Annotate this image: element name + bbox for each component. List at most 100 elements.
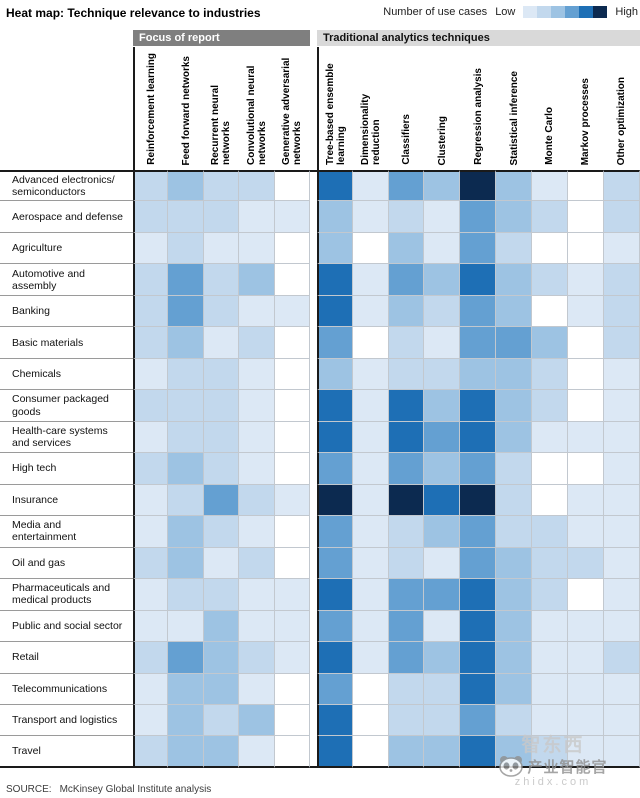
heatmap-cell <box>203 358 240 391</box>
heatmap-cell <box>603 547 640 580</box>
heatmap-cell <box>274 390 310 422</box>
heatmap-cell <box>316 327 353 359</box>
heatmap-cell <box>603 327 640 359</box>
heatmap-cell <box>603 295 640 328</box>
heatmap-cell <box>460 673 497 705</box>
heatmap-cell <box>603 704 640 737</box>
heatmap-cell <box>388 642 425 674</box>
page-title: Heat map: Technique relevance to industr… <box>6 6 261 20</box>
heatmap-cell <box>567 547 604 580</box>
column-header: Convolutional neural networks <box>239 47 274 170</box>
column-header-label: Tree-based ensemble learning <box>324 63 347 165</box>
heatmap-cell <box>460 264 497 296</box>
legend-swatch-level-1 <box>523 6 538 18</box>
heatmap-cell <box>352 295 389 328</box>
column-header-label: Generative adversarial networks <box>281 57 304 165</box>
group-gap-cell <box>309 704 317 737</box>
heatmap-cell <box>239 264 275 296</box>
heatmap-cell <box>316 642 353 674</box>
heatmap-cell <box>203 421 240 454</box>
heatmap-cell <box>424 547 461 580</box>
heatmap-cell <box>567 201 604 233</box>
heatmap-cell <box>496 264 533 296</box>
heatmap-cell <box>203 232 240 265</box>
heatmap-cell <box>203 264 240 296</box>
heatmap-cell <box>168 516 204 548</box>
heatmap-cell <box>133 736 169 768</box>
heatmap-cell <box>532 516 568 548</box>
heatmap-cell <box>239 484 275 517</box>
heatmap-cell <box>460 295 497 328</box>
heatmap-cell <box>532 232 568 265</box>
heatmap-cell <box>352 358 389 391</box>
heatmap-cell <box>567 390 604 422</box>
column-group-focus-of-report: Focus of report <box>133 30 310 46</box>
group-gap-cell <box>309 453 317 485</box>
heatmap-cell <box>352 736 389 768</box>
heatmap-cell <box>388 232 425 265</box>
heatmap-cell <box>203 704 240 737</box>
column-header-label: Monte Carlo <box>544 107 556 165</box>
heatmap-cell <box>352 484 389 517</box>
heatmap-cell <box>532 704 568 737</box>
heatmap-cell <box>352 673 389 705</box>
heatmap-cell <box>603 232 640 265</box>
heatmap-cell <box>316 390 353 422</box>
heatmap-cell <box>532 170 568 202</box>
heatmap-cell <box>239 610 275 643</box>
heatmap-cell <box>133 516 169 548</box>
heatmap-cell <box>424 642 461 674</box>
heatmap-cell <box>496 327 533 359</box>
heatmap-cell <box>133 390 169 422</box>
column-header: Monte Carlo <box>532 47 568 170</box>
heatmap-cell <box>388 201 425 233</box>
heatmap-cell <box>567 610 604 643</box>
heatmap-cell <box>352 327 389 359</box>
row-label: Basic materials <box>0 327 133 359</box>
legend-high-label: High <box>615 6 638 18</box>
row-label: Retail <box>0 642 133 674</box>
heatmap-cell <box>532 201 568 233</box>
source-text: McKinsey Global Institute analysis <box>59 784 212 795</box>
heatmap-cell <box>388 264 425 296</box>
heatmap-cell <box>567 516 604 548</box>
heatmap-cell <box>496 295 533 328</box>
heatmap-cell <box>567 736 604 768</box>
column-header-label: Convolutional neural networks <box>245 65 268 165</box>
heatmap-cell <box>239 232 275 265</box>
heatmap-cell <box>316 673 353 705</box>
heatmap-cell <box>460 201 497 233</box>
heatmap-cell <box>352 642 389 674</box>
heatmap-cell <box>532 421 568 454</box>
heatmap-cell <box>424 170 461 202</box>
heatmap-cell <box>532 327 568 359</box>
column-header-spacer <box>0 47 133 170</box>
header-bar: Heat map: Technique relevance to industr… <box>0 4 640 28</box>
heatmap-cell <box>460 327 497 359</box>
heatmap-cell <box>496 453 533 485</box>
heatmap-cell <box>532 579 568 611</box>
legend-swatch-level-6 <box>593 6 608 18</box>
column-header-label: Recurrent neural networks <box>210 84 233 165</box>
heatmap-cell <box>316 579 353 611</box>
heatmap-cell <box>203 610 240 643</box>
heatmap-cell <box>274 358 310 391</box>
row-label: High tech <box>0 453 133 485</box>
group-gap-cell <box>309 327 317 359</box>
column-header: Other optimization <box>604 47 640 170</box>
heatmap-cell <box>316 295 353 328</box>
heatmap-cell <box>133 673 169 705</box>
heatmap-cell <box>532 547 568 580</box>
heatmap-cell <box>133 610 169 643</box>
heatmap-cell <box>496 673 533 705</box>
heatmap-cell <box>203 736 240 768</box>
heatmap-cell <box>316 264 353 296</box>
heatmap-cell <box>496 390 533 422</box>
row-label: Telecommunications <box>0 673 133 705</box>
heatmap-cell <box>424 232 461 265</box>
heatmap-cell <box>239 579 275 611</box>
heatmap-cell <box>203 516 240 548</box>
heatmap-cell <box>133 642 169 674</box>
heatmap-cell <box>460 579 497 611</box>
heatmap-cell <box>168 610 204 643</box>
